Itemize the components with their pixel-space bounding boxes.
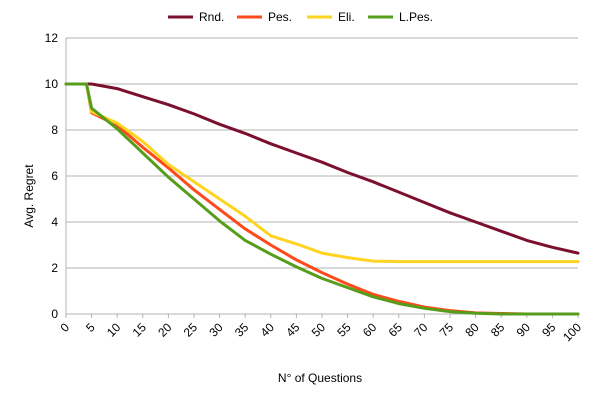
legend-label: L.Pes. <box>399 10 433 24</box>
x-tick-label: 15 <box>130 320 150 340</box>
legend-label: Rnd. <box>199 10 224 24</box>
y-tick-label: 10 <box>45 77 59 91</box>
legend-label: Eli. <box>338 10 355 24</box>
x-tick-label: 70 <box>411 320 431 340</box>
x-tick-label: 25 <box>181 320 201 340</box>
x-tick-label: 50 <box>309 320 329 340</box>
y-tick-label: 4 <box>51 215 58 229</box>
x-tick-label: 55 <box>334 320 354 340</box>
x-axis-title: N° of Questions <box>278 371 362 385</box>
series-line-rnd <box>64 82 580 255</box>
legend-label: Pes. <box>268 10 292 24</box>
x-tick-label: 0 <box>57 320 72 335</box>
x-tick-label: 80 <box>462 320 482 340</box>
x-tick-label: 40 <box>258 320 278 340</box>
x-tick-label: 100 <box>560 320 584 344</box>
x-axis-ticks: 0 5 10 15 20 25 30 35 40 45 50 55 60 65 70 75 80 85 90 95 10… <box>57 314 584 344</box>
x-tick-label: 45 <box>283 320 303 340</box>
series-line-eli <box>64 82 580 264</box>
x-tick-label: 30 <box>206 320 226 340</box>
y-tick-label: 6 <box>51 169 58 183</box>
x-tick-label: 35 <box>232 320 252 340</box>
series-lines <box>64 82 580 316</box>
y-tick-label: 12 <box>45 31 59 45</box>
x-tick-label: 60 <box>360 320 380 340</box>
x-tick-label: 20 <box>155 320 175 340</box>
y-tick-label: 0 <box>51 307 58 321</box>
x-tick-label: 90 <box>514 320 534 340</box>
x-tick-label: 85 <box>488 320 508 340</box>
y-axis-ticks: 0 2 4 6 8 10 12 <box>45 31 59 321</box>
y-axis-title: Avg. Regret <box>22 164 36 228</box>
x-tick-label: 95 <box>539 320 559 340</box>
x-tick-label: 5 <box>83 320 98 335</box>
x-tick-label: 10 <box>104 320 124 340</box>
y-tick-label: 8 <box>51 123 58 137</box>
y-tick-label: 2 <box>51 261 58 275</box>
x-tick-label: 65 <box>386 320 406 340</box>
legend: Rnd. Pes. Eli. L.Pes. <box>168 10 433 24</box>
x-tick-label: 75 <box>437 320 457 340</box>
series-line-lpes <box>64 82 580 316</box>
gridlines <box>65 37 578 315</box>
